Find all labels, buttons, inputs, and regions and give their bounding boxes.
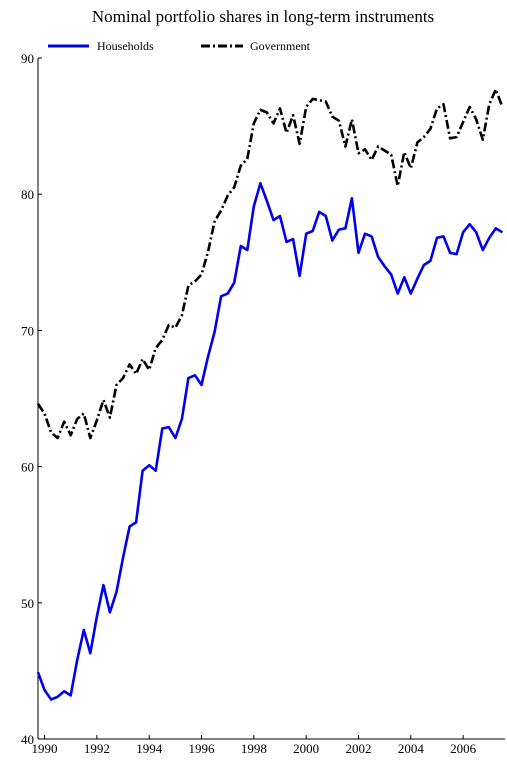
x-tick-label: 1992 [84, 741, 110, 756]
x-tick-label: 2002 [345, 741, 371, 756]
chart-title: Nominal portfolio shares in long-term in… [92, 7, 434, 26]
y-tick-label: 60 [21, 460, 34, 475]
x-tick-label: 1990 [32, 741, 58, 756]
x-tick-label: 2004 [398, 741, 425, 756]
x-tick-label: 2000 [293, 741, 319, 756]
y-tick-label: 80 [21, 187, 34, 202]
x-tick-label: 2006 [450, 741, 477, 756]
y-tick-label: 70 [21, 323, 34, 338]
series-line-households [36, 182, 504, 701]
legend: Households Government [48, 39, 311, 53]
y-tick-label: 90 [21, 51, 34, 66]
legend-label-households: Households [97, 39, 154, 53]
x-tick-label: 1998 [241, 741, 267, 756]
x-tick-label: 1994 [136, 741, 163, 756]
y-tick-label: 40 [21, 732, 34, 747]
axes: 40 50 60 70 80 90 1990 1992 1994 1996 1998 2000 2002… [21, 51, 505, 756]
y-tick-label: 50 [21, 596, 34, 611]
x-tick-label: 1996 [189, 741, 216, 756]
legend-label-government: Government [250, 39, 311, 53]
series-line-government [36, 88, 504, 440]
series-layer [36, 88, 504, 701]
